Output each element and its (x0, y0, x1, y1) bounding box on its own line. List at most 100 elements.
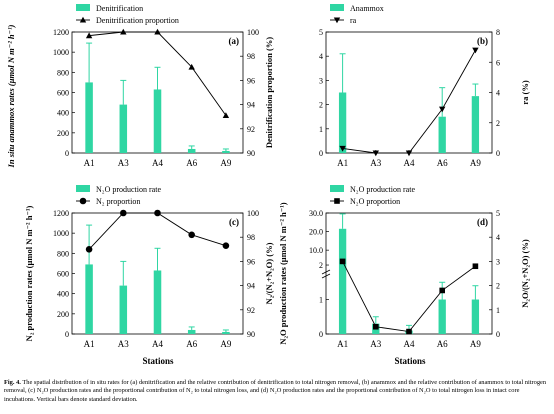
panel-0: 0 200 400 600 800 1000 1200 90 92 94 96 98 100 A1 A3 A4… (53, 4, 274, 168)
x-tick-label: A1 (337, 339, 348, 349)
y2-tick-label: 1 (496, 306, 500, 315)
panel-label: (d) (477, 217, 488, 227)
x-axis-label-c: Stations (142, 356, 174, 366)
y2-tick-label: 6 (496, 58, 500, 67)
y2-tick-label: 90 (247, 330, 255, 339)
y2-axis-title: N₂O/(N₂+N₂O) (%) (520, 239, 530, 308)
x-tick-label: A9 (220, 158, 231, 168)
series-marker (120, 28, 127, 35)
bar (438, 116, 446, 153)
bar (338, 228, 347, 334)
y2-tick-label: 94 (247, 282, 255, 291)
series-marker (120, 209, 127, 217)
panel-2: 0 200 400 600 800 1000 1200 90 92 94 96 98 100 A1 A3 A4… (24, 185, 274, 349)
y2-tick-label: 8 (496, 28, 500, 37)
y-tick-label: 2 (319, 261, 323, 270)
y2-tick-label: 5 (496, 209, 500, 218)
x-tick-label: A3 (118, 158, 129, 168)
x-tick-label: A4 (404, 339, 415, 349)
series-marker (154, 28, 161, 35)
x-tick-label: A3 (370, 339, 381, 349)
x-tick-label: A6 (437, 339, 448, 349)
x-tick-label: A3 (118, 339, 129, 349)
x-tick-label: A1 (84, 158, 95, 168)
y2-axis-title: ra (%) (520, 80, 530, 104)
x-axis-label-d: Stations (394, 356, 426, 366)
series-marker (439, 287, 445, 294)
series-line (88, 212, 227, 250)
series-marker (472, 263, 479, 270)
panel-label: (b) (477, 36, 488, 46)
bar (471, 96, 480, 153)
y2-tick-label: 2 (496, 119, 500, 128)
y-tick-label: 1 (319, 296, 323, 305)
y2-tick-label: 0 (496, 149, 500, 158)
y2-tick-label: 4 (496, 89, 500, 98)
series-marker (439, 106, 446, 113)
y-tick-label: 200 (57, 129, 69, 138)
y-tick-label: 0 (319, 330, 323, 339)
y-tick-label: 800 (57, 249, 69, 258)
figure-caption: Fig. 4. The spatial distribution of in s… (4, 379, 550, 404)
bar (187, 329, 196, 334)
bar (187, 148, 196, 153)
bar (222, 331, 230, 334)
y-tick-label: 600 (57, 270, 69, 279)
y-tick-label: 30.0 (309, 209, 323, 218)
legend-line-label: ra (350, 16, 357, 25)
panel-label: (a) (229, 36, 240, 46)
series-marker (188, 231, 195, 239)
legend-line-marker (333, 17, 341, 24)
x-tick-label: A6 (437, 158, 448, 168)
y-tick-label: 400 (57, 290, 69, 299)
y-tick-label: 3 (319, 76, 323, 85)
caption-text: The spatial distribution of in situ rate… (4, 379, 547, 403)
y2-tick-label: 4 (496, 233, 500, 242)
series-marker (406, 328, 412, 335)
y2-tick-label: 96 (247, 257, 255, 266)
bar (222, 150, 230, 153)
legend-bar-label: Anammox (350, 4, 384, 13)
series-marker (339, 258, 346, 265)
bar (119, 285, 128, 334)
x-tick-label: A6 (186, 339, 197, 349)
y2-axis-title: Denitrification proportion (%) (264, 37, 274, 148)
y-axis-title: N₂ production rates (µmol N m⁻² h⁻¹) (24, 206, 34, 342)
y-tick-label: 200 (57, 310, 69, 319)
y-tick-label: 800 (57, 68, 69, 77)
plot-frame (325, 212, 493, 335)
y2-tick-label: 92 (247, 125, 255, 134)
legend-line-label: N₂ proportion (96, 197, 140, 206)
series-marker (85, 246, 93, 253)
y2-tick-label: 100 (247, 209, 259, 218)
x-tick-label: A9 (470, 339, 481, 349)
y-tick-label: 1200 (53, 28, 69, 37)
series-marker (154, 209, 161, 217)
y-tick-label: 0 (319, 149, 323, 158)
y-tick-label: 1200 (53, 209, 69, 218)
y2-tick-label: 100 (247, 28, 259, 37)
y2-tick-label: 90 (247, 149, 255, 158)
series-marker (222, 112, 230, 119)
y2-tick-label: 3 (496, 257, 500, 266)
legend-line-marker (79, 16, 87, 23)
y2-tick-label: 98 (247, 233, 255, 242)
y-tick-label: 600 (57, 89, 69, 98)
legend-line-marker (334, 198, 340, 204)
y-tick-label: 5 (319, 28, 323, 37)
figure: In situ anammox rates (µmol N m⁻² h⁻¹) S… (6, 4, 530, 366)
series-marker (373, 323, 379, 330)
y-tick-label: 0 (65, 149, 69, 158)
series-marker (472, 47, 479, 54)
bar (119, 104, 128, 153)
x-tick-label: A4 (404, 158, 415, 168)
bar (85, 82, 93, 153)
caption-label: Fig. 4. (4, 379, 21, 386)
y-tick-label: 1 (319, 125, 323, 134)
panel-3: 0 1 2 10.0 20.0 30.0 0 1 2 3 4 5 A1 A3 A4 A6 A9 N₂O produ… (278, 185, 530, 349)
series-marker (339, 145, 346, 152)
series-line (342, 49, 476, 154)
bar (438, 299, 446, 334)
y-tick-label: 400 (57, 109, 69, 118)
